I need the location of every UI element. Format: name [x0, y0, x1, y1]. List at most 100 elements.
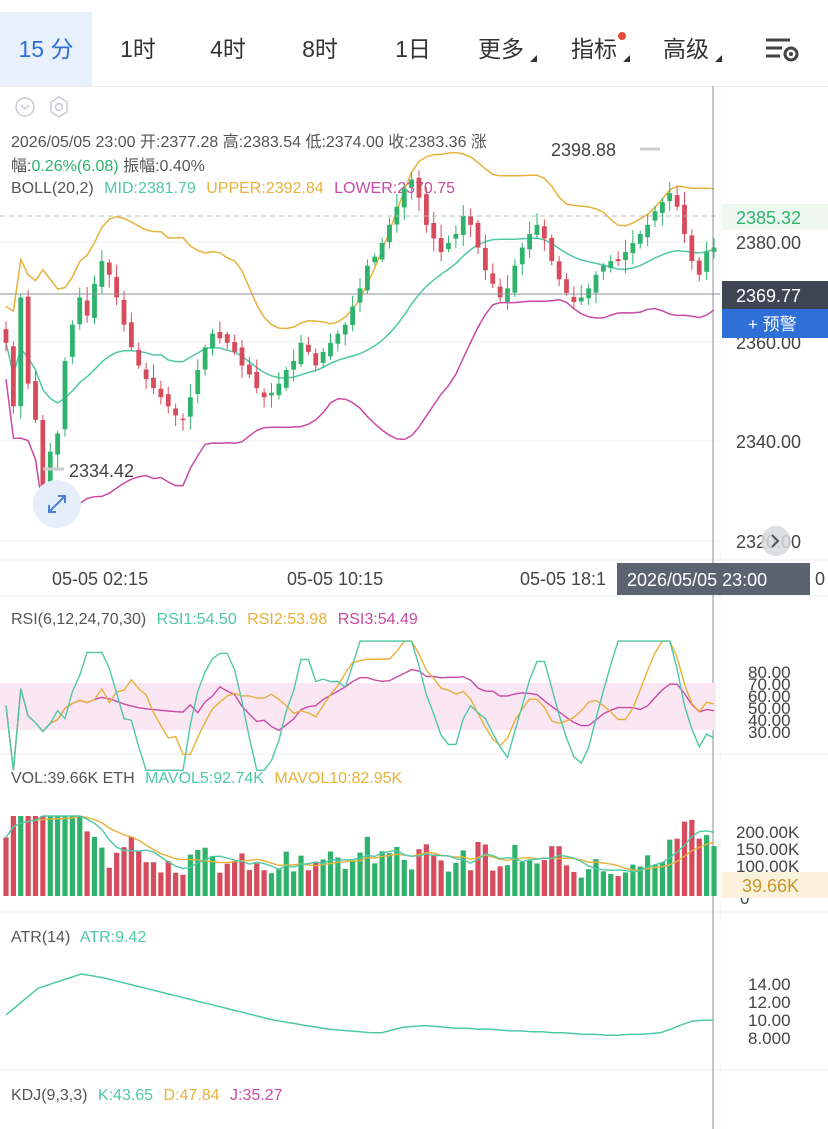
tab-label: 1日 — [395, 36, 431, 62]
boll-label: BOLL(20,2) — [11, 180, 94, 197]
volume-bar — [409, 869, 415, 896]
high-price-label: 2398.88 — [551, 140, 616, 160]
tab-label: 1时 — [120, 36, 156, 62]
candle-body — [350, 306, 356, 326]
volume-bar — [630, 864, 636, 896]
volume-bar — [99, 847, 105, 896]
candle-body — [423, 194, 429, 225]
candle-body — [468, 215, 474, 225]
collapse-chevron-icon[interactable] — [15, 97, 35, 117]
volume-bar — [527, 860, 533, 896]
candle-body — [291, 360, 297, 370]
mavol10-value: MAVOL10:82.95K — [274, 770, 402, 787]
candle-body — [328, 342, 333, 357]
chart-settings-icon[interactable] — [764, 34, 800, 64]
volume-bar — [482, 844, 488, 896]
tab-label: 8时 — [302, 36, 338, 62]
tab-1h[interactable]: 1时 — [100, 12, 176, 86]
rsi-axis: 80.00 70.00 60.00 50.00 40.00 30.00 — [748, 663, 791, 742]
volume-bar — [674, 838, 680, 896]
rsi2-value: RSI2:53.98 — [247, 611, 327, 628]
volume-bar — [40, 816, 46, 896]
candle-body — [460, 215, 466, 235]
rsi-tick: 50.00 — [748, 699, 791, 718]
scroll-arrow-icon — [771, 534, 780, 548]
tab-more[interactable]: 更多 — [465, 12, 537, 86]
volume-bar — [291, 871, 297, 896]
candle-body — [246, 364, 252, 375]
volume-bar — [276, 869, 282, 896]
volume-bar — [305, 870, 311, 896]
rsi2-line — [5, 640, 715, 771]
candle-body — [99, 261, 105, 287]
volume-bar — [519, 862, 525, 896]
crosshair-price-tag — [722, 281, 828, 309]
candle-body — [652, 211, 658, 221]
candle-info-line1: 2026/05/05 23:00 开:2377.28 高:2383.54 低:2… — [11, 133, 487, 151]
candle-body — [84, 300, 90, 316]
tab-advanced[interactable]: 高级 — [650, 12, 722, 86]
crosshair-time-tag — [617, 563, 810, 595]
time-tick: 0 — [815, 569, 825, 589]
candle-body — [195, 370, 201, 394]
candle-body — [372, 256, 378, 263]
boll-legend: BOLL(20,2) MID:2381.79 UPPER:2392.84 LOW… — [11, 180, 455, 197]
change-prefix: 幅: — [11, 157, 31, 175]
candle-body — [667, 193, 673, 202]
candle-body — [342, 324, 348, 335]
candle-body — [202, 347, 208, 370]
vol-tick: 0 — [740, 889, 749, 908]
candle-body — [659, 202, 665, 213]
candle-body — [682, 204, 687, 234]
candle-body — [254, 371, 260, 389]
volume-bar — [645, 855, 651, 896]
boll-mid-line — [5, 237, 715, 404]
boll-mid: MID:2381.79 — [104, 180, 196, 197]
candle-body — [556, 261, 562, 280]
price-tick: 2340.00 — [736, 432, 801, 452]
volume-bar — [18, 816, 24, 896]
volume-bar — [681, 821, 688, 896]
candle-body — [608, 261, 614, 268]
rsi-lines — [5, 640, 715, 771]
candle-body — [10, 346, 16, 407]
candle-body — [239, 347, 245, 366]
candle-body — [689, 235, 695, 262]
expand-icon[interactable] — [33, 480, 81, 528]
tab-1d[interactable]: 1日 — [375, 12, 451, 86]
price-alert-button[interactable] — [722, 309, 828, 338]
volume-bars — [3, 816, 717, 896]
candle-body — [92, 283, 97, 319]
volume-bar — [549, 846, 555, 896]
tab-15min[interactable]: 15 分 — [0, 12, 92, 86]
atr-tick: 14.00 — [748, 975, 791, 994]
volume-bar — [696, 838, 702, 896]
rsi-tick: 30.00 — [748, 723, 791, 742]
candle-body — [674, 195, 680, 207]
tab-8h[interactable]: 8时 — [282, 12, 358, 86]
volume-bar — [217, 872, 223, 896]
vol-label: VOL:39.66K ETH — [11, 770, 135, 787]
kdj-j-value: J:35.27 — [230, 1087, 283, 1104]
price-gridlines — [0, 241, 720, 542]
volume-bar — [386, 853, 393, 896]
candle-body — [401, 188, 407, 208]
candle-body — [387, 224, 392, 243]
chart-gear-icon[interactable] — [50, 96, 68, 118]
candle-body — [33, 381, 38, 420]
candle-body — [571, 296, 577, 302]
chart-canvas[interactable]: 2026/05/05 23:00 开:2377.28 高:2383.54 低:2… — [0, 86, 828, 1129]
tab-4h[interactable]: 4时 — [190, 12, 266, 86]
candle-body — [261, 392, 267, 398]
candle-body — [283, 370, 289, 388]
vol-tick: 200.00K — [736, 823, 800, 842]
volume-bar — [209, 856, 216, 896]
mavol5-value: MAVOL5:92.74K — [145, 770, 264, 787]
volume-bar — [202, 847, 208, 896]
time-tick: 05-05 18:1 — [520, 569, 606, 589]
volume-bar — [438, 860, 444, 896]
candle-body — [497, 286, 503, 298]
tab-indicators[interactable]: 指标 — [558, 12, 630, 86]
volume-bar — [637, 866, 643, 896]
scroll-handle-icon[interactable] — [761, 526, 791, 556]
